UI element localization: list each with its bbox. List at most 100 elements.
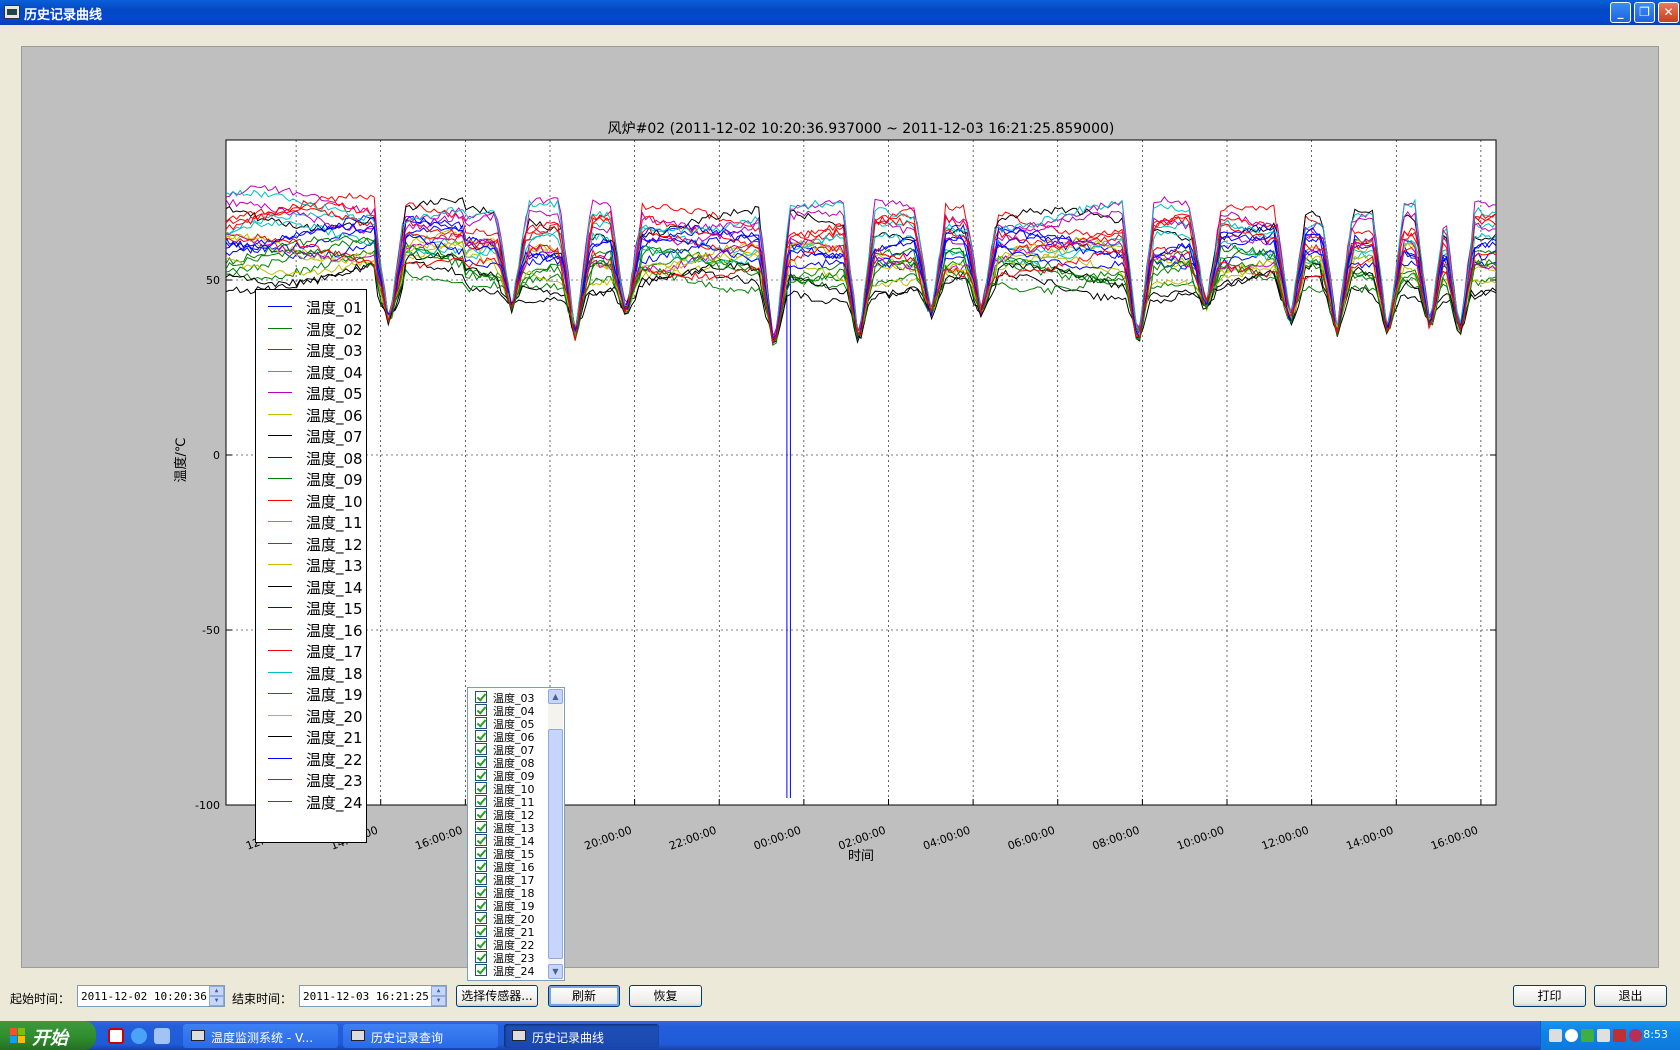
keyboard-icon[interactable] — [1549, 1029, 1562, 1042]
x-tick-label: 16:00:00 — [1429, 824, 1480, 853]
checkbox-checked-icon[interactable] — [475, 834, 487, 846]
checkbox-checked-icon[interactable] — [475, 743, 487, 755]
sensor-checkbox-item[interactable]: 温度_06 — [471, 730, 551, 744]
spin-down-icon[interactable]: ▼ — [431, 996, 446, 1006]
checkbox-checked-icon[interactable] — [475, 873, 487, 885]
sensor-checkbox-item[interactable]: 温度_23 — [471, 951, 551, 965]
sensor-checkbox-item[interactable]: 温度_13 — [471, 821, 551, 835]
sensor-checkbox-item[interactable]: 温度_21 — [471, 925, 551, 939]
start-time-field[interactable]: 2011-12-02 10:20:36 ▲ ▼ — [77, 985, 225, 1007]
select-sensor-button[interactable]: 选择传感器... — [456, 985, 538, 1007]
checkbox-checked-icon[interactable] — [475, 951, 487, 963]
legend-item: 温度_02 — [256, 318, 368, 339]
spin-up-icon[interactable]: ▲ — [431, 986, 446, 996]
sensor-checkbox-item[interactable]: 温度_22 — [471, 938, 551, 952]
window-icon — [512, 1030, 526, 1041]
checkbox-checked-icon[interactable] — [475, 860, 487, 872]
sensor-label: 温度_05 — [493, 718, 535, 731]
taskbar-item-history-query[interactable]: 历史记录查询 — [343, 1024, 498, 1048]
show-desktop-icon[interactable] — [154, 1028, 170, 1044]
checkbox-checked-icon[interactable] — [475, 808, 487, 820]
checkbox-checked-icon[interactable] — [475, 704, 487, 716]
legend-item: 温度_05 — [256, 382, 368, 403]
checkbox-checked-icon[interactable] — [475, 899, 487, 911]
checkbox-checked-icon[interactable] — [475, 691, 487, 703]
checkbox-checked-icon[interactable] — [475, 795, 487, 807]
checkbox-checked-icon[interactable] — [475, 964, 487, 976]
spin-down-icon[interactable]: ▼ — [209, 996, 224, 1006]
spin-up-icon[interactable]: ▲ — [209, 986, 224, 996]
start-time-spinner[interactable]: ▲ ▼ — [209, 986, 224, 1006]
sensor-label: 温度_06 — [493, 731, 535, 744]
computer-icon[interactable] — [1597, 1029, 1610, 1042]
restore-view-button[interactable]: 恢复 — [629, 985, 702, 1007]
exit-button[interactable]: 退出 — [1594, 985, 1667, 1007]
close-button[interactable]: ✕ — [1658, 2, 1679, 23]
windows-logo-icon — [10, 1028, 26, 1044]
start-button[interactable]: 开始 — [0, 1021, 96, 1050]
sensor-checkbox-item[interactable]: 温度_19 — [471, 899, 551, 913]
x-axis-label: 时间 — [848, 849, 874, 864]
start-time-label: 起始时间： — [10, 992, 71, 1006]
sensor-checkbox-item[interactable]: 温度_10 — [471, 782, 551, 796]
sensor-checkbox-item[interactable]: 温度_17 — [471, 873, 551, 887]
security-icon[interactable] — [1613, 1029, 1626, 1042]
sensor-checkbox-item[interactable]: 温度_12 — [471, 808, 551, 822]
sensor-checkbox-item[interactable]: 温度_05 — [471, 717, 551, 731]
refresh-button[interactable]: 刷新 — [548, 985, 620, 1007]
checkbox-checked-icon[interactable] — [475, 769, 487, 781]
sensor-checkbox-item[interactable]: 温度_16 — [471, 860, 551, 874]
sensor-checkbox-item[interactable]: 温度_03 — [471, 691, 551, 705]
sensor-checkbox-item[interactable]: 温度_08 — [471, 756, 551, 770]
app-window-icon — [4, 5, 20, 19]
taskbar-item-history-curve[interactable]: 历史记录曲线 — [504, 1024, 659, 1048]
legend-label: 温度_09 — [306, 471, 363, 489]
legend-swatch — [268, 306, 292, 307]
sensor-checkbox-item[interactable]: 温度_18 — [471, 886, 551, 900]
scroll-up-arrow-icon[interactable]: ▲ — [548, 689, 563, 704]
antivirus-icon[interactable] — [1629, 1029, 1642, 1042]
legend-label: 温度_17 — [306, 643, 363, 661]
legend-item: 温度_03 — [256, 339, 368, 360]
sensor-checkbox-item[interactable]: 温度_09 — [471, 769, 551, 783]
sensor-checkbox-item[interactable]: 温度_14 — [471, 834, 551, 848]
sensor-checkbox-item[interactable]: 温度_15 — [471, 847, 551, 861]
checkbox-checked-icon[interactable] — [475, 782, 487, 794]
scroll-down-arrow-icon[interactable]: ▼ — [548, 964, 563, 979]
print-button[interactable]: 打印 — [1513, 985, 1586, 1007]
sensor-select-list[interactable]: 温度_03 温度_04 温度_05 温度_06 温度_07 温度_08 温度_09 温度_10… — [467, 687, 565, 981]
x-tick-label: 16:00:00 — [414, 824, 465, 853]
sensor-list-scrollbar[interactable]: ▲ ▼ — [548, 689, 563, 979]
minimize-button[interactable]: _ — [1610, 2, 1631, 23]
end-time-field[interactable]: 2011-12-03 16:21:25 ▲ ▼ — [299, 985, 447, 1007]
network-icon[interactable] — [1581, 1029, 1594, 1042]
sensor-checkbox-item[interactable]: 温度_24 — [471, 964, 551, 978]
checkbox-checked-icon[interactable] — [475, 912, 487, 924]
legend-label: 温度_03 — [306, 342, 363, 360]
sensor-checkbox-item[interactable]: 温度_11 — [471, 795, 551, 809]
checkbox-checked-icon[interactable] — [475, 756, 487, 768]
legend-label: 温度_18 — [306, 664, 363, 683]
legend-swatch — [268, 628, 292, 630]
checkbox-checked-icon[interactable] — [475, 730, 487, 742]
sensor-checkbox-item[interactable]: 温度_07 — [471, 743, 551, 757]
checkbox-checked-icon[interactable] — [475, 821, 487, 833]
series-line-温度_23 — [226, 248, 1496, 343]
checkbox-checked-icon[interactable] — [475, 925, 487, 937]
end-time-spinner[interactable]: ▲ ▼ — [431, 986, 446, 1006]
taskbar-item-monitor-system[interactable]: 温度监测系统 - V... — [183, 1024, 338, 1048]
checkbox-checked-icon[interactable] — [475, 847, 487, 859]
checkbox-checked-icon[interactable] — [475, 717, 487, 729]
sensor-checkbox-item[interactable]: 温度_20 — [471, 912, 551, 926]
checkbox-checked-icon[interactable] — [475, 886, 487, 898]
internet-explorer-icon[interactable] — [131, 1028, 147, 1044]
red-cross-app-icon[interactable] — [108, 1028, 124, 1044]
arrow-icon[interactable] — [1565, 1029, 1578, 1042]
scroll-thumb[interactable] — [548, 729, 563, 959]
legend-swatch — [268, 650, 292, 651]
y-tick-label: -50 — [202, 624, 220, 637]
sensor-checkbox-item[interactable]: 温度_04 — [471, 704, 551, 718]
checkbox-checked-icon[interactable] — [475, 938, 487, 950]
legend-item: 温度_14 — [256, 576, 368, 597]
restore-button[interactable]: ❐ — [1634, 2, 1655, 23]
